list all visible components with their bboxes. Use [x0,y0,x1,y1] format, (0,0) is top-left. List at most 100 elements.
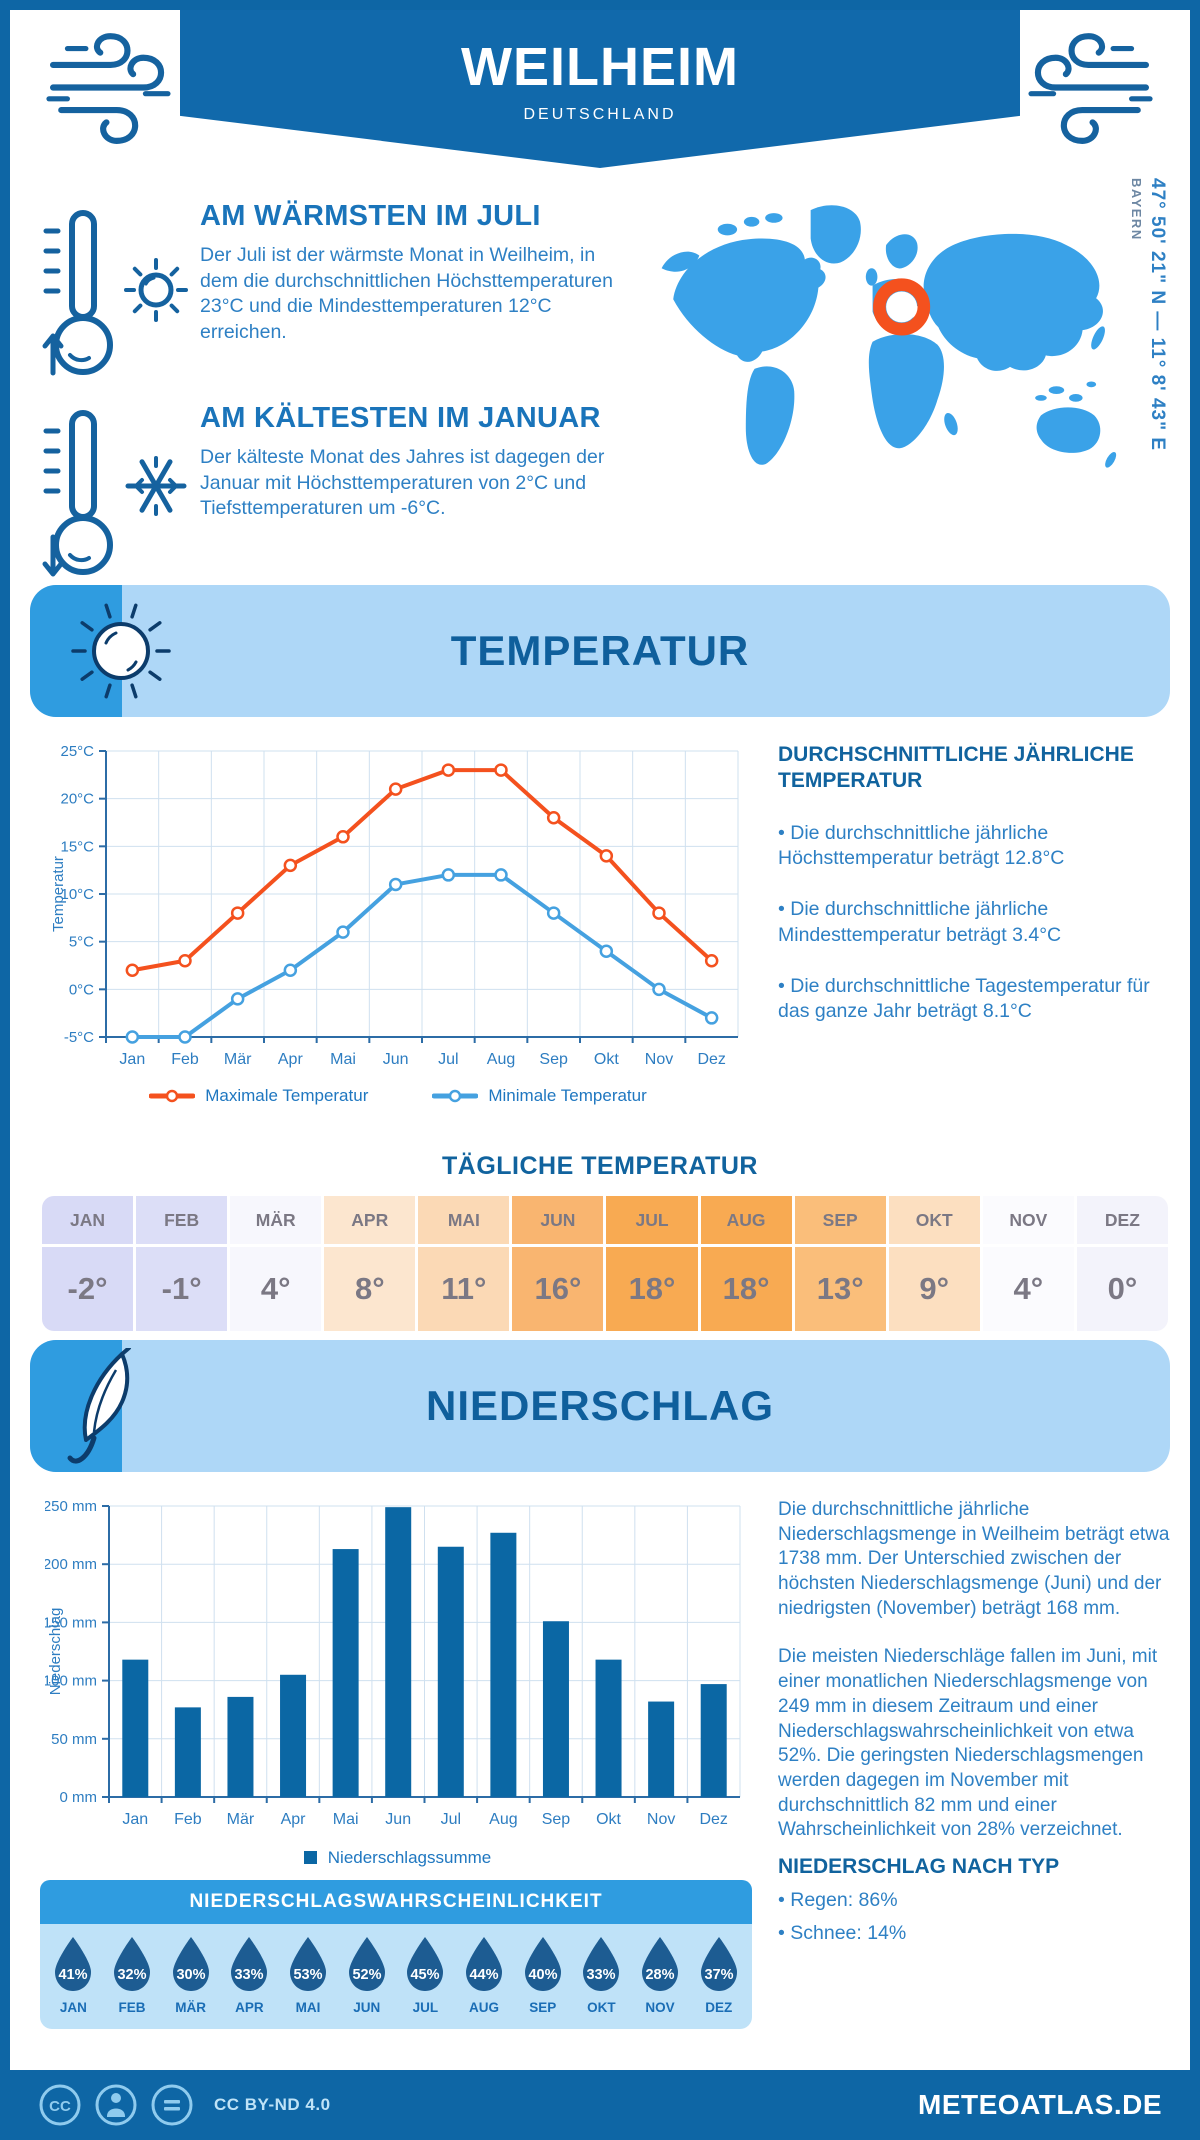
svg-text:40%: 40% [528,1967,557,1983]
svg-text:Mai: Mai [333,1811,359,1828]
svg-text:52%: 52% [352,1967,381,1983]
world-map [661,205,1117,468]
precipitation-type-heading: NIEDERSCHLAG NACH TYP [778,1854,1060,1878]
table-month-header: OKT [888,1196,980,1244]
precipitation-text-panel: Die durchschnittliche jährliche Niedersc… [778,1498,1170,1945]
svg-text:10°C: 10°C [60,886,94,903]
table-column: JUN 16° [512,1196,604,1331]
table-temperature-value: 0° [1076,1247,1168,1331]
svg-text:Sep: Sep [542,1811,571,1828]
table-month-header: JAN [42,1196,134,1244]
table-temperature-value: 18° [606,1247,698,1331]
probability-column: 37% DEZ [689,1934,748,2015]
svg-text:Nov: Nov [645,1051,673,1068]
droplet-icon: 40% [524,1937,561,1991]
table-month-header: JUL [606,1196,698,1244]
svg-text:Feb: Feb [174,1811,202,1828]
probability-column: 53% MAI [279,1934,338,2015]
svg-text:Okt: Okt [596,1811,621,1828]
svg-text:Nov: Nov [647,1811,675,1828]
table-temperature-value: 8° [324,1247,416,1331]
table-month-header: JUN [512,1196,604,1244]
legend-label: Maximale Temperatur [205,1086,369,1105]
probability-month-label: MÄR [175,2000,207,2015]
svg-text:20°C: 20°C [60,791,94,808]
droplet-icon: 44% [466,1937,503,1991]
table-temperature-value: 11° [418,1247,510,1331]
svg-text:Jan: Jan [119,1051,145,1068]
legend-label: Niederschlagssumme [327,1848,492,1867]
svg-text:Aug: Aug [489,1811,517,1828]
coldest-title: AM KÄLTESTEN IM JANUAR [200,402,601,434]
droplet-icon: 33% [583,1937,620,1991]
svg-text:37%: 37% [704,1967,733,1983]
probability-month-label: SEP [529,2000,557,2015]
svg-text:44%: 44% [470,1967,499,1983]
table-column: DEZ 0° [1076,1196,1168,1331]
precipitation-section-title: NIEDERSCHLAG [425,1382,775,1429]
probability-body: 41% JAN 32% FEB 30% MÄR 33% APR 53% MAI 52% JUN 45% J… [40,1924,752,2029]
daily-table-title: TÄGLICHE TEMPERATUR [442,1152,758,1180]
svg-text:5°C: 5°C [69,934,94,951]
precipitation-chart: 0 mm 50 mm 100 mm 150 mm 200 mm 250 mm Jan Feb M… [45,1498,741,1828]
table-column: AUG 18° [700,1196,792,1331]
svg-text:Apr: Apr [281,1811,307,1828]
svg-text:53%: 53% [294,1967,323,1983]
table-column: NOV 4° [982,1196,1074,1331]
table-column: JUL 18° [606,1196,698,1331]
table-temperature-value: 16° [512,1247,604,1331]
wind-icon-right [1028,33,1153,144]
svg-text:250 mm: 250 mm [45,1498,97,1515]
probability-month-label: AUG [469,2000,500,2015]
temperature-banner: TEMPERATUR [30,585,1170,717]
precipitation-banner: NIEDERSCHLAG [30,1340,1170,1472]
svg-text:Mai: Mai [330,1051,356,1068]
table-month-header: AUG [700,1196,792,1244]
legend-item: Niederschlagssumme [303,1848,492,1868]
svg-text:45%: 45% [411,1967,440,1983]
location-marker-icon [873,278,931,336]
table-temperature-value: -1° [136,1247,228,1331]
warmest-title: AM WÄRMSTEN IM JULI [200,200,541,232]
table-column: APR 8° [324,1196,416,1331]
cc-person-icon [95,2084,137,2126]
stats-bullet: • Die durchschnittliche jährliche Mindes… [778,898,1062,946]
droplet-icon: 52% [348,1937,385,1991]
droplet-icon: 37% [700,1937,737,1991]
precipitation-chart-legend: Niederschlagssumme [45,1848,750,1868]
table-column: MAI 11° [418,1196,510,1331]
thermometer-down-icon [42,410,113,577]
probability-column: 40% SEP [513,1934,572,2015]
svg-text:Dez: Dez [697,1051,725,1068]
probability-month-label: JUN [353,2000,381,2015]
probability-month-label: NOV [645,2000,675,2015]
svg-text:-5°C: -5°C [64,1029,94,1046]
probability-title: NIEDERSCHLAGSWAHRSCHEINLICHKEIT [40,1880,752,1924]
umbrella-icon [67,1348,131,1464]
table-temperature-value: 4° [982,1247,1074,1331]
probability-month-label: OKT [587,2000,616,2015]
droplet-icon: 53% [290,1937,327,1991]
page-title: WEILHEIM [461,37,739,97]
table-month-header: MÄR [230,1196,322,1244]
table-column: MÄR 4° [230,1196,322,1331]
table-month-header: SEP [794,1196,886,1244]
probability-month-label: FEB [118,2000,146,2015]
svg-text:Mär: Mär [227,1811,255,1828]
droplet-icon: 41% [55,1937,92,1991]
sun-badge-icon [71,603,171,699]
table-month-header: FEB [136,1196,228,1244]
table-column: SEP 13° [794,1196,886,1331]
svg-text:Niederschlag: Niederschlag [47,1608,64,1696]
svg-text:0 mm: 0 mm [60,1789,98,1806]
temperature-section-title: TEMPERATUR [450,627,750,674]
svg-text:Dez: Dez [699,1811,727,1828]
footer: CC CC BY-ND 4.0 METEOATLAS.DE [0,2070,1200,2140]
probability-column: 32% FEB [103,1934,162,2015]
probability-month-label: MAI [295,2000,321,2015]
cc-icon: CC [39,2084,81,2126]
table-column: FEB -1° [136,1196,228,1331]
precipitation-type-bullet: • Schnee: 14% [778,1921,907,1944]
coldest-text: Der kälteste Monat des Jahres ist dagege… [200,446,605,520]
